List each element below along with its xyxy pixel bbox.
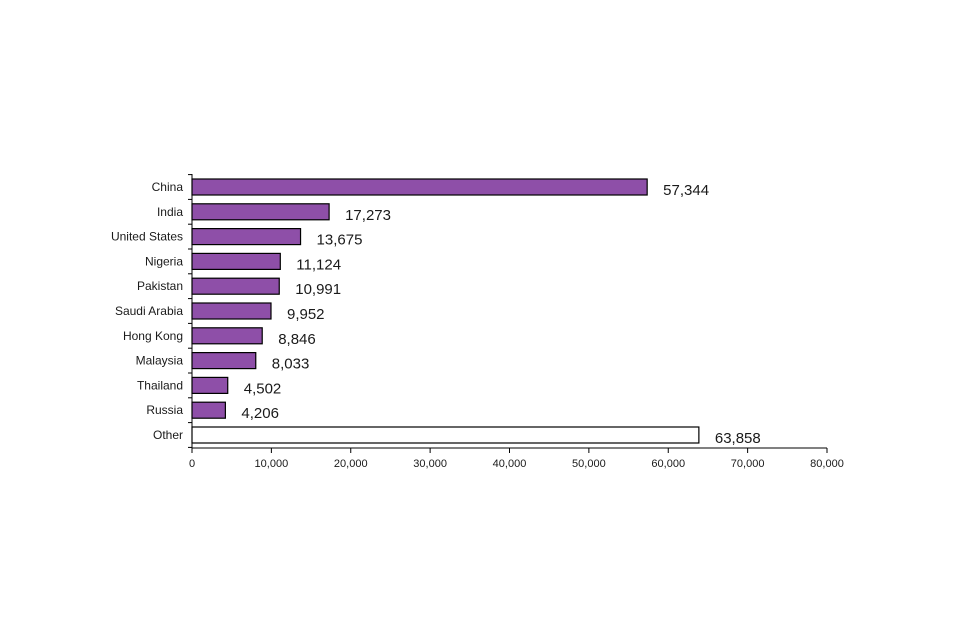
bar-malaysia bbox=[191, 352, 257, 370]
x-tick-label: 60,000 bbox=[651, 458, 685, 470]
x-tick-label: 10,000 bbox=[255, 458, 289, 470]
category-label-malaysia: Malaysia bbox=[136, 354, 184, 368]
category-label-india: India bbox=[157, 205, 183, 219]
category-label-thailand: Thailand bbox=[137, 378, 183, 392]
x-tick-label: 0 bbox=[189, 458, 195, 470]
bar-russia bbox=[191, 401, 226, 419]
x-tick-label: 20,000 bbox=[334, 458, 368, 470]
bars-group bbox=[191, 178, 700, 444]
bar-pakistan bbox=[191, 277, 280, 295]
value-label-malaysia: 8,033 bbox=[272, 356, 310, 373]
category-labels-group: China India United States Nigeria Pakistan Sa… bbox=[111, 180, 183, 442]
value-label-united-states: 13,675 bbox=[317, 232, 363, 249]
x-tick-label: 80,000 bbox=[810, 458, 844, 470]
tick-labels-group: 0 10,000 20,000 30,000 40,000 50,000 60,000 70,… bbox=[189, 458, 844, 470]
category-label-china: China bbox=[152, 180, 184, 194]
x-tick-label: 40,000 bbox=[493, 458, 527, 470]
value-label-thailand: 4,502 bbox=[244, 380, 282, 397]
category-label-saudi-arabia: Saudi Arabia bbox=[115, 304, 183, 318]
axes-group bbox=[188, 174, 828, 453]
bar-saudi-arabia bbox=[191, 302, 272, 320]
bar-united-states bbox=[191, 228, 302, 246]
value-label-saudi-arabia: 9,952 bbox=[287, 306, 325, 323]
bar-nigeria bbox=[191, 252, 281, 270]
bar-hong-kong bbox=[191, 327, 263, 345]
category-label-russia: Russia bbox=[146, 403, 183, 417]
bar-thailand bbox=[191, 376, 229, 394]
x-tick-label: 70,000 bbox=[731, 458, 765, 470]
value-label-russia: 4,206 bbox=[241, 405, 279, 422]
category-label-pakistan: Pakistan bbox=[137, 279, 183, 293]
value-label-hong-kong: 8,846 bbox=[278, 331, 316, 348]
value-label-pakistan: 10,991 bbox=[295, 281, 341, 298]
value-label-china: 57,344 bbox=[663, 182, 709, 199]
value-label-other: 63,858 bbox=[715, 430, 761, 447]
value-label-nigeria: 11,124 bbox=[296, 256, 341, 273]
value-labels-group: 57,344 17,273 13,675 11,124 10,991 9,952 8,846… bbox=[241, 182, 760, 447]
category-label-hong-kong: Hong Kong bbox=[123, 329, 183, 343]
x-tick-label: 50,000 bbox=[572, 458, 606, 470]
bar-india bbox=[191, 203, 330, 221]
x-tick-label: 30,000 bbox=[413, 458, 447, 470]
value-label-india: 17,273 bbox=[345, 207, 391, 224]
category-label-other: Other bbox=[153, 428, 183, 442]
bar-china bbox=[191, 178, 648, 196]
bar-other bbox=[191, 426, 700, 444]
category-label-united-states: United States bbox=[111, 230, 183, 244]
category-label-nigeria: Nigeria bbox=[145, 254, 183, 268]
